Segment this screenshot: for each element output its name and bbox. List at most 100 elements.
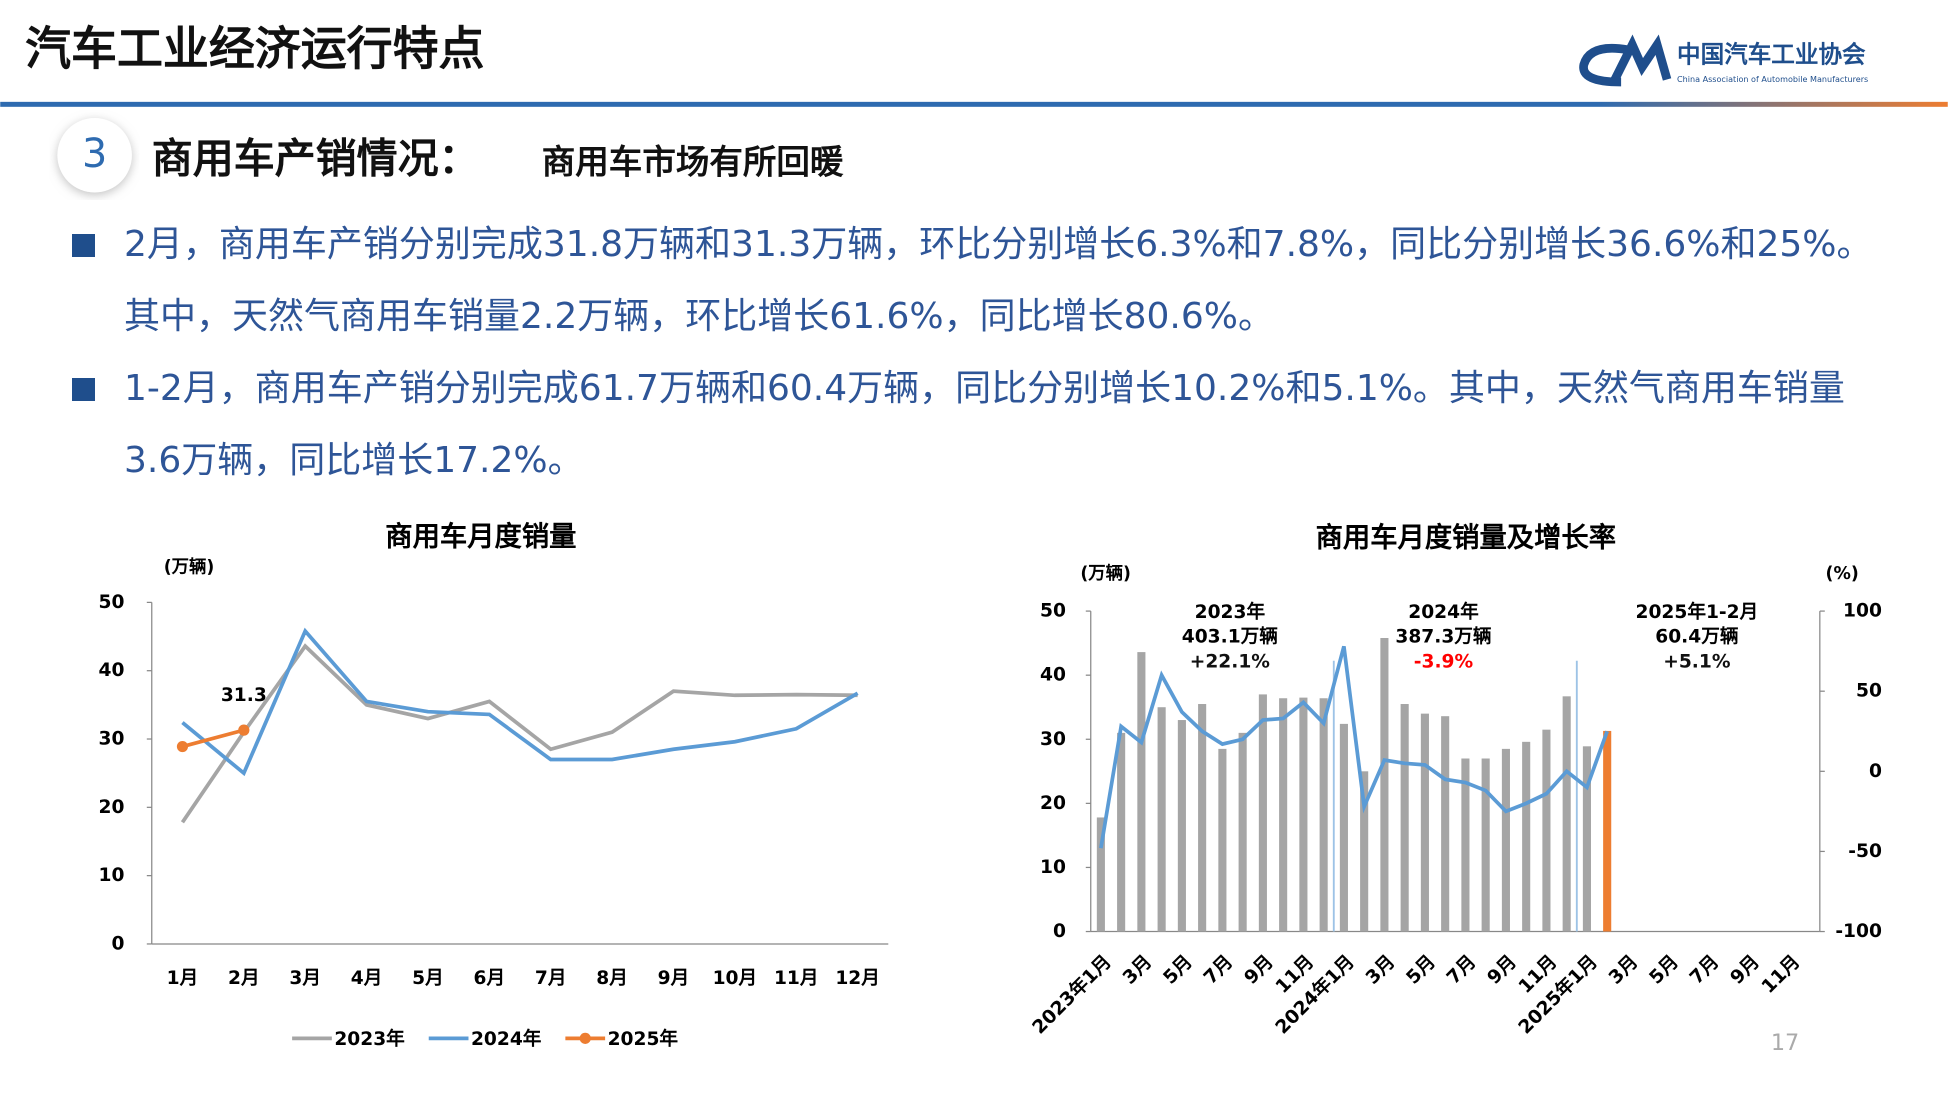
logo-en: China Association of Automobile Manufact…: [1677, 75, 1868, 84]
x-tick-label: 1月: [167, 968, 199, 989]
x-tick-label: 5月: [1403, 951, 1440, 988]
annotation-growth: +22.1%: [1190, 652, 1271, 673]
x-tick-label: 2月: [228, 968, 260, 989]
bar: [1238, 732, 1247, 932]
y-tick-label: 20: [99, 797, 125, 818]
section-number: 3: [82, 131, 107, 177]
data-line: [180, 643, 858, 824]
legend-label: 2023年: [334, 1028, 405, 1050]
y2-tick-label: -50: [1848, 841, 1882, 862]
y-unit: (万辆): [164, 557, 215, 578]
y-tick-label: 40: [99, 660, 125, 681]
annotation-total: 403.1万辆: [1182, 626, 1279, 648]
y-tick-label: 10: [99, 865, 125, 886]
section-subtitle: 商用车市场有所回暖: [542, 142, 844, 181]
bar: [1420, 713, 1429, 932]
annotation-year: 2024年: [1408, 601, 1479, 623]
y-tick-label: 0: [111, 933, 124, 954]
bar: [1117, 732, 1126, 932]
y-tick-label: 50: [1040, 601, 1066, 622]
y2-tick-label: 100: [1843, 601, 1882, 622]
x-tick-label: 7月: [535, 968, 567, 989]
y2-tick-label: 50: [1856, 681, 1882, 702]
x-tick-label: 3月: [1605, 951, 1642, 988]
annotation-year: 2025年1-2月: [1635, 601, 1758, 623]
y-tick-label: 10: [1040, 857, 1066, 878]
x-tick-label: 8月: [596, 968, 628, 989]
y-unit: (万辆): [1080, 563, 1131, 584]
data-line: [181, 728, 245, 749]
bullet-text: 2月，商用车产销分别完成31.8万辆和31.3万辆，环比分别增长6.3%和7.8…: [124, 224, 1873, 337]
data-line: [181, 627, 859, 777]
bar: [1400, 704, 1409, 932]
bar: [1360, 771, 1369, 932]
section-badge: [57, 117, 132, 193]
bar: [1258, 694, 1267, 932]
x-tick-label: 5月: [1160, 951, 1197, 988]
x-tick-label: 11月: [774, 968, 819, 989]
data-line: [1099, 645, 1609, 849]
bar: [1542, 729, 1551, 932]
x-tick-label: 9月: [658, 968, 690, 989]
bar: [1562, 696, 1571, 932]
x-tick-label: 3月: [1119, 951, 1156, 988]
logo-cn: 中国汽车工业协会: [1677, 40, 1866, 68]
bar: [1582, 746, 1591, 932]
x-tick-label: 3月: [289, 968, 321, 989]
bullet-list: 2月，商用车产销分别完成31.8万辆和31.3万辆，环比分别增长6.3%和7.8…: [72, 209, 1892, 497]
bar: [1299, 697, 1308, 932]
x-tick-label: 7月: [1200, 951, 1237, 988]
data-label: 31.3: [221, 685, 267, 706]
bullet: 1-2月，商用车产销分别完成61.7万辆和60.4万辆，同比分别增长10.2%和…: [72, 353, 1892, 497]
bar: [1380, 638, 1389, 932]
header-rule: [0, 101, 1948, 107]
data-point: [238, 724, 250, 736]
y-tick-label: 20: [1040, 793, 1066, 814]
bar: [1461, 758, 1470, 932]
x-tick-label: 2023年1月: [1028, 951, 1116, 1039]
bar: [1157, 707, 1166, 932]
x-tick-label: 7月: [1686, 951, 1723, 988]
bullet-text: 1-2月，商用车产销分别完成61.7万辆和60.4万辆，同比分别增长10.2%和…: [124, 368, 1845, 481]
y2-tick-label: 0: [1869, 761, 1882, 782]
x-tick-label: 7月: [1443, 951, 1480, 988]
y-tick-label: 50: [99, 592, 125, 613]
page-title: 汽车工业经济运行特点: [25, 22, 484, 76]
bullet-marker: [72, 378, 95, 401]
data-point: [176, 740, 189, 753]
bar: [1137, 652, 1146, 932]
x-tick-label: 6月: [474, 968, 506, 989]
y-tick-label: 30: [1040, 729, 1066, 750]
legend-label: 2025年: [608, 1028, 679, 1050]
annotation-year: 2023年: [1195, 601, 1266, 623]
chart-title: 商用车月度销量及增长率: [1316, 522, 1616, 554]
bar: [1198, 704, 1207, 932]
x-tick-label: 3月: [1362, 951, 1399, 988]
bullet: 2月，商用车产销分别完成31.8万辆和31.3万辆，环比分别增长6.3%和7.8…: [72, 209, 1892, 353]
bar: [1339, 723, 1348, 932]
chart-title: 商用车月度销量: [385, 520, 576, 552]
legend-label: 2024年: [471, 1028, 542, 1050]
bullet-marker: [72, 234, 95, 257]
x-tick-label: 11月: [1758, 951, 1804, 997]
logo-mark: [1579, 34, 1672, 87]
y2-tick-label: -100: [1835, 921, 1882, 942]
bar: [1603, 730, 1612, 932]
bar: [1177, 720, 1186, 932]
x-tick-label: 5月: [1646, 951, 1683, 988]
y-tick-label: 40: [1040, 665, 1066, 686]
bar: [1279, 698, 1288, 932]
bar: [1218, 748, 1227, 932]
bar: [1096, 817, 1105, 932]
annotation-total: 387.3万辆: [1395, 626, 1492, 648]
y-tick-label: 30: [99, 729, 125, 750]
y-tick-label: 0: [1053, 921, 1066, 942]
bar: [1481, 758, 1490, 932]
x-tick-label: 5月: [412, 968, 444, 989]
x-tick-label: 10月: [713, 968, 758, 989]
bar: [1501, 748, 1510, 932]
x-tick-label: 4月: [351, 968, 383, 989]
annotation-growth: +5.1%: [1663, 652, 1731, 673]
annotation-growth: -3.9%: [1414, 652, 1474, 673]
